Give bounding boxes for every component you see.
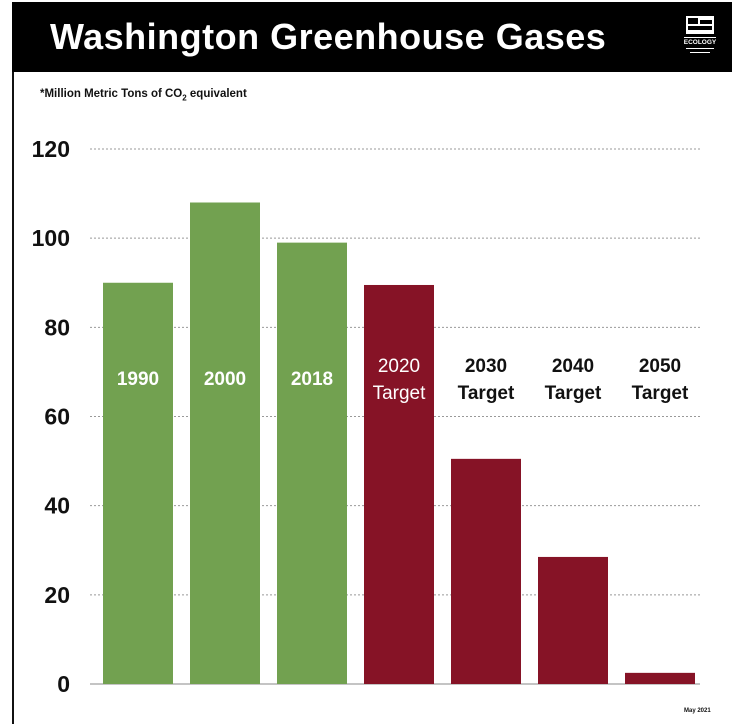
- chart-title: Washington Greenhouse Gases: [50, 16, 607, 57]
- bar: [538, 556, 608, 684]
- bar: [451, 458, 521, 684]
- logo-text: ECOLOGY: [684, 39, 717, 46]
- bar-label: Target: [373, 383, 427, 404]
- bar: [625, 672, 695, 684]
- bar-label: 1990: [117, 369, 159, 390]
- bar: [277, 242, 347, 684]
- bar-label: Target: [458, 383, 515, 404]
- bar-label: 2040: [552, 356, 594, 377]
- y-tick-label: 80: [44, 314, 70, 340]
- y-tick-label: 60: [44, 404, 70, 430]
- bar-label: Target: [545, 383, 602, 404]
- y-tick-label: 100: [32, 225, 70, 251]
- y-tick-label: 20: [44, 582, 70, 608]
- date-footnote: May 2021: [684, 708, 711, 714]
- ecology-logo: ECOLOGY: [684, 16, 717, 53]
- bar: [364, 284, 434, 684]
- y-tick-label: 40: [44, 493, 70, 519]
- bar-label: 2020: [378, 356, 420, 377]
- bar-label: 2018: [291, 369, 333, 390]
- bar: [190, 202, 260, 684]
- bar-label: 2000: [204, 369, 246, 390]
- y-tick-label: 0: [57, 671, 70, 697]
- bar: [103, 282, 173, 684]
- chart-subtitle: *Million Metric Tons of CO2 equivalent: [40, 88, 247, 103]
- bar-label: 2030: [465, 356, 507, 377]
- bar-label: Target: [632, 383, 689, 404]
- bar-label: 2050: [639, 356, 681, 377]
- y-tick-label: 120: [32, 136, 70, 162]
- title-bar: Washington Greenhouse Gases: [12, 2, 732, 72]
